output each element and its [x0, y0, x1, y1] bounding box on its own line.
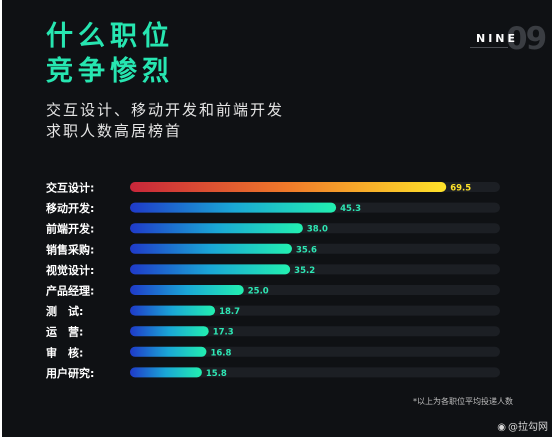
- bar-8: [130, 346, 207, 357]
- bar-track: [130, 367, 500, 378]
- badge-text: NINE: [476, 32, 519, 45]
- value-label: 15.8: [206, 369, 227, 379]
- category-label: 移动开发:: [46, 201, 94, 215]
- badge-number: 09: [506, 21, 547, 57]
- watermark: ◉ @拉勾网: [0, 418, 548, 433]
- category-label: 前端开发:: [46, 222, 94, 236]
- title-line-1: 什么职位: [46, 21, 174, 52]
- bar-0: [130, 182, 447, 192]
- category-label: 产品经理:: [46, 284, 94, 298]
- bar-track: [130, 305, 500, 316]
- bar-9: [130, 367, 202, 378]
- category-label: 测 试:: [46, 304, 83, 318]
- value-label: 45.3: [340, 204, 361, 214]
- bar-5: [130, 285, 244, 295]
- value-label: 17.3: [213, 328, 234, 338]
- subtitle-line-1: 交互设计、移动开发和前端开发: [46, 101, 285, 119]
- footnote: *以上为各职位平均投递人数: [413, 397, 513, 406]
- weibo-icon: ◉: [497, 422, 506, 433]
- value-label: 69.5: [450, 184, 471, 194]
- value-label: 35.6: [296, 245, 317, 255]
- category-label: 运 营:: [46, 325, 83, 339]
- nine-badge: 09 NINE: [470, 21, 547, 57]
- bar-2: [130, 223, 303, 234]
- value-label: 18.7: [219, 307, 240, 317]
- value-label: 38.0: [307, 225, 328, 235]
- bar-4: [130, 264, 291, 275]
- category-label: 用户研究:: [46, 366, 94, 380]
- bar-1: [130, 202, 337, 213]
- value-label: 25.0: [248, 287, 269, 297]
- bar-track: [130, 346, 500, 357]
- title-line-2: 竞争惨烈: [46, 56, 174, 87]
- value-label: 35.2: [294, 266, 315, 276]
- bar-3: [130, 243, 292, 254]
- category-label: 销售采购:: [46, 242, 94, 256]
- bar-7: [130, 326, 209, 337]
- bar-track: [130, 326, 500, 337]
- value-label: 16.8: [210, 348, 231, 358]
- watermark-text: @拉勾网: [508, 422, 548, 433]
- bar-6: [130, 305, 216, 316]
- category-label: 视觉设计:: [46, 263, 94, 277]
- badge-rule: [470, 47, 508, 48]
- category-label: 审 核:: [46, 345, 83, 359]
- subtitle-line-2: 求职人数高居榜首: [46, 122, 183, 140]
- category-label: 交互设计:: [46, 181, 94, 195]
